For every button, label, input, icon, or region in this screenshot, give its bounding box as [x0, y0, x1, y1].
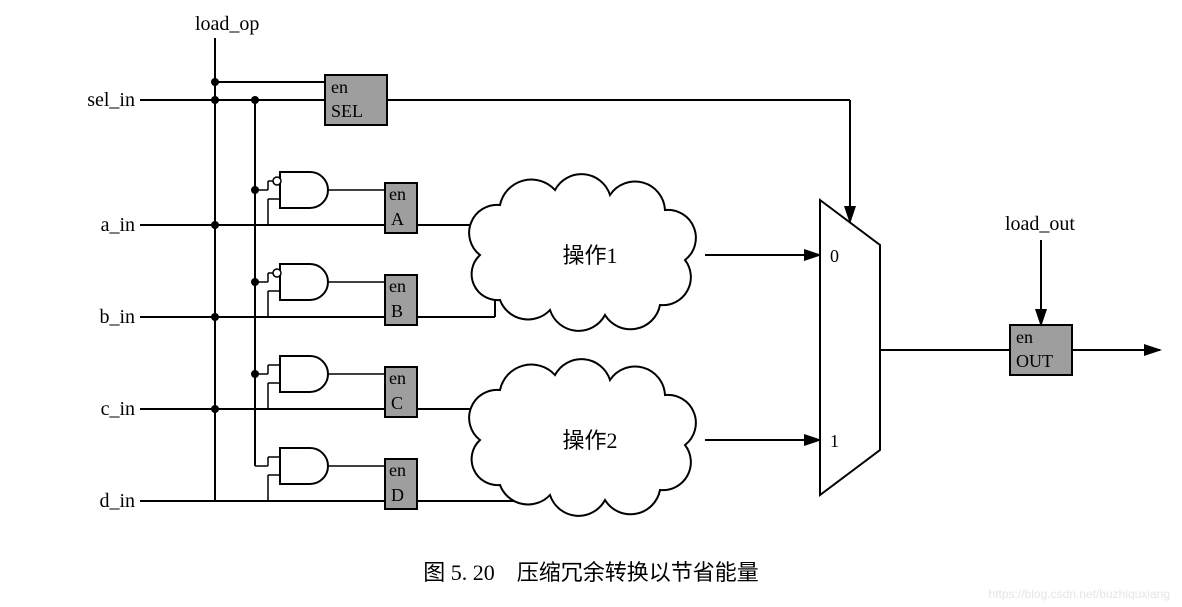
- label-load-op: load_op: [195, 13, 259, 35]
- and-gate-a: [215, 172, 385, 225]
- cloud-op2-label: 操作2: [562, 428, 617, 453]
- mux-in1-label: 1: [830, 431, 839, 451]
- reg-c-name: C: [391, 393, 403, 413]
- figure-caption: 图 5. 20 压缩冗余转换以节省能量: [423, 560, 759, 585]
- junction: [211, 78, 219, 86]
- register-a: en A: [385, 183, 417, 233]
- label-d-in: d_in: [99, 490, 135, 512]
- and-gate-b: [215, 264, 385, 317]
- cloud-op1: 操作1: [469, 174, 696, 331]
- reg-c-en: en: [389, 368, 406, 388]
- and-gate-c: [215, 356, 385, 409]
- register-d: en D: [385, 459, 417, 509]
- label-load-out: load_out: [1005, 213, 1075, 235]
- circuit-diagram: https://blog.csdn.net/buzhiquxiang load_…: [0, 0, 1182, 607]
- label-sel-in: sel_in: [87, 89, 135, 111]
- cloud-op2: 操作2: [469, 359, 696, 516]
- register-c: en C: [385, 367, 417, 417]
- and-gate-d: [215, 448, 385, 501]
- mux-in0-label: 0: [830, 246, 839, 266]
- reg-sel-name: SEL: [331, 101, 363, 121]
- junction: [251, 96, 259, 104]
- reg-out-name: OUT: [1016, 351, 1053, 371]
- reg-d-en: en: [389, 460, 406, 480]
- reg-b-name: B: [391, 301, 403, 321]
- reg-a-en: en: [389, 184, 406, 204]
- label-b-in: b_in: [99, 306, 135, 328]
- reg-d-name: D: [391, 485, 404, 505]
- watermark-text: https://blog.csdn.net/buzhiquxiang: [989, 587, 1170, 601]
- cloud-op1-label: 操作1: [562, 243, 617, 268]
- reg-b-en: en: [389, 276, 406, 296]
- label-a-in: a_in: [101, 214, 135, 236]
- register-sel: en SEL: [325, 75, 387, 125]
- register-out: en OUT: [1010, 325, 1072, 375]
- label-c-in: c_in: [101, 398, 135, 420]
- mux: 0 1: [820, 200, 880, 495]
- register-b: en B: [385, 275, 417, 325]
- reg-out-en: en: [1016, 327, 1033, 347]
- reg-sel-en: en: [331, 77, 348, 97]
- reg-a-name: A: [391, 209, 404, 229]
- junction: [211, 96, 219, 104]
